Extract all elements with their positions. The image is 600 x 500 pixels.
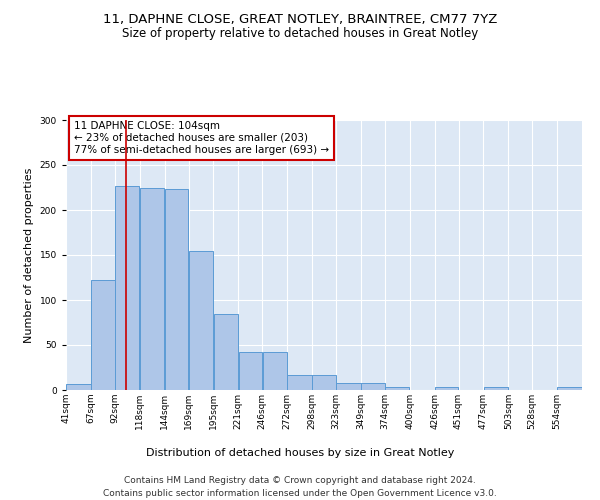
Bar (115, 186, 139, 390)
Bar (165, 190, 188, 390)
Bar (214, 314, 238, 390)
Bar (312, 374, 336, 390)
Bar (91, 280, 115, 390)
Bar (336, 383, 361, 390)
Bar (361, 383, 385, 390)
Bar (484, 388, 508, 390)
Bar (263, 352, 287, 390)
Bar (287, 374, 312, 390)
Bar (66, 384, 91, 390)
Bar (189, 250, 213, 390)
Bar (557, 388, 582, 390)
Bar (435, 388, 458, 390)
Bar (140, 188, 164, 390)
Text: 11 DAPHNE CLOSE: 104sqm
← 23% of detached houses are smaller (203)
77% of semi-d: 11 DAPHNE CLOSE: 104sqm ← 23% of detache… (74, 122, 329, 154)
Bar (239, 352, 262, 390)
Text: Distribution of detached houses by size in Great Notley: Distribution of detached houses by size … (146, 448, 454, 458)
Text: 11, DAPHNE CLOSE, GREAT NOTLEY, BRAINTREE, CM77 7YZ: 11, DAPHNE CLOSE, GREAT NOTLEY, BRAINTRE… (103, 12, 497, 26)
Text: Size of property relative to detached houses in Great Notley: Size of property relative to detached ho… (122, 28, 478, 40)
Y-axis label: Number of detached properties: Number of detached properties (24, 168, 34, 342)
Bar (385, 388, 409, 390)
Text: Contains HM Land Registry data © Crown copyright and database right 2024.: Contains HM Land Registry data © Crown c… (124, 476, 476, 485)
Text: Contains public sector information licensed under the Open Government Licence v3: Contains public sector information licen… (103, 489, 497, 498)
